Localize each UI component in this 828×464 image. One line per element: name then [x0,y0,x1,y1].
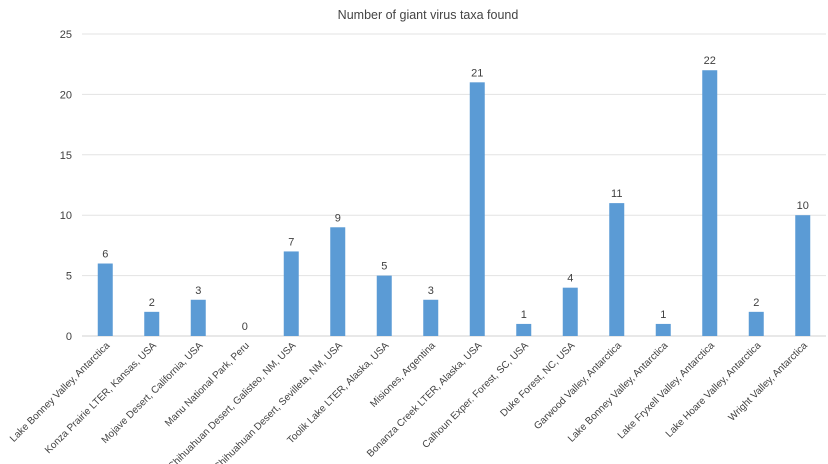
data-label: 2 [753,297,759,309]
data-label: 22 [704,55,716,67]
y-tick-label: 15 [60,150,72,162]
y-axis-tick-labels: 0 5 10 15 20 25 [60,29,72,343]
x-tick-label: Garwood Valley, Antarctica [532,340,624,432]
y-tick-label: 5 [66,271,72,283]
x-tick-label: Mojave Desert, California, USA [100,340,206,446]
bar [655,323,671,336]
bar [748,311,764,336]
bar [330,227,346,336]
y-tick-label: 25 [60,29,72,41]
data-label: 3 [195,285,201,297]
data-label: 3 [428,285,434,297]
bar [609,203,625,336]
data-label: 21 [471,67,483,79]
data-label: 1 [521,309,527,321]
bar [376,275,392,336]
bar [190,299,206,336]
bar [795,215,811,336]
bar [469,82,485,336]
x-tick-label: Lake Hoare Valley, Antarctica [664,340,764,440]
bar [562,287,578,336]
chart-title: Number of giant virus taxa found [338,8,519,22]
gridlines [82,33,826,337]
y-tick-label: 0 [66,331,72,343]
data-label: 10 [797,200,809,212]
data-label: 2 [149,297,155,309]
data-label: 11 [611,188,622,200]
bar [97,263,113,336]
bar [516,323,532,336]
x-tick-label: Manu National Park, Peru [163,340,252,429]
bars [97,70,811,337]
data-label: 0 [242,321,248,333]
data-label: 5 [381,261,387,273]
bar [283,251,299,336]
x-tick-label: Lake Bonney Valley, Antarctica [8,340,113,445]
data-label: 7 [288,236,294,248]
x-tick-label: Toolik Lake LTER, Alaska, USA [285,340,391,446]
data-label: 9 [335,212,341,224]
y-tick-label: 10 [60,210,72,222]
data-label: 4 [567,273,573,285]
data-label: 6 [102,249,108,261]
x-tick-label: Lake Bonney Valley, Antarctica [566,340,671,445]
data-label: 1 [660,309,666,321]
bar [702,70,718,337]
bar [144,311,160,336]
x-tick-label: Lake Fryxell Valley, Antarctica [616,340,717,441]
x-tick-label: Wright Valley, Antarctica [727,340,811,424]
bar [423,299,439,336]
y-tick-label: 20 [60,89,72,101]
